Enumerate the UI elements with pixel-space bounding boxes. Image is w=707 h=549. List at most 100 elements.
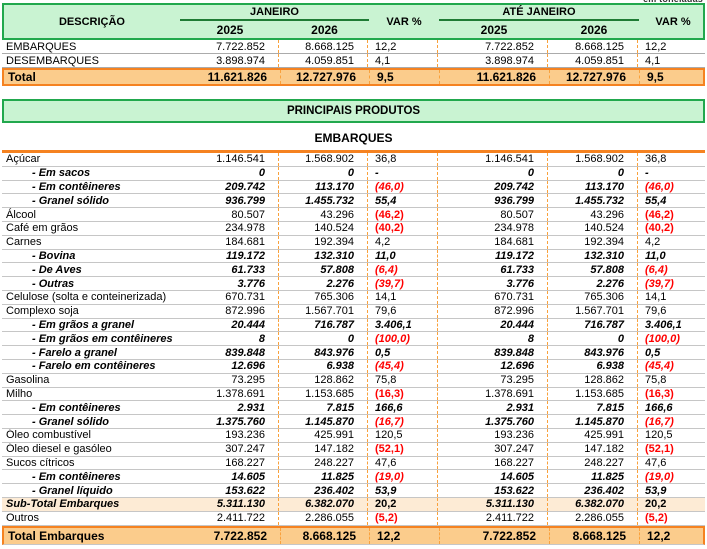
var-percent-cell: 4,2: [637, 235, 705, 249]
var-percent-cell: (5,2): [637, 511, 705, 525]
var-percent-cell: (46,2): [637, 208, 705, 221]
row-label: Total Embarques: [8, 528, 105, 543]
product-row: - Em contêineres 209.742 113.170 (46,0) 209.…: [2, 180, 705, 195]
tonnage-value-cell: 61.733: [231, 263, 265, 276]
tonnage-value-cell: 4.059.851: [278, 54, 367, 67]
tonnage-value-cell: 0: [278, 166, 367, 180]
tonnage-value-cell: 0: [547, 332, 637, 346]
tonnage-value-cell: 0: [547, 166, 637, 180]
var-percent-cell: 47,6: [637, 456, 705, 470]
var-percent-cell: 9,5: [639, 70, 707, 84]
tonnage-value-cell: 1.375.760: [216, 415, 265, 428]
tonnage-value-cell: 8.668.125: [280, 527, 369, 544]
tonnage-value-cell: 7.722.852: [437, 40, 547, 53]
tonnage-value-cell: 8.668.125: [549, 527, 639, 544]
product-row: - Granel sólido 1.375.760 1.145.870 (16,7) 1…: [2, 415, 705, 429]
header-janeiro: JANEIRO: [180, 5, 369, 21]
row-label: - Farelo em contêineres: [32, 360, 156, 373]
tonnage-value-cell: 43.296: [547, 208, 637, 221]
var-percent-cell: (46,2): [367, 208, 437, 221]
tonnage-value-cell: 7.815: [547, 401, 637, 415]
tonnage-value-cell: 236.402: [547, 484, 637, 497]
tonnage-value-cell: 147.182: [547, 442, 637, 456]
tonnage-value-cell: 248.227: [547, 456, 637, 470]
product-row: Óleo combustível 193.236 425.991 120,5 193.2…: [2, 428, 705, 443]
tonnage-value-cell: 839.848: [225, 346, 265, 359]
var-percent-cell: (16,7): [637, 415, 705, 428]
var-percent-cell: 75,8: [367, 373, 437, 387]
tonnage-value-cell: 1.153.685: [278, 387, 367, 401]
summary-row: DESEMBARQUES 3.898.974 4.059.851 4,1 3.898.9…: [2, 54, 705, 68]
var-percent-cell: (40,2): [367, 221, 437, 235]
var-percent-cell: 4,1: [637, 54, 705, 67]
tonnage-value-cell: 3.776: [237, 277, 265, 290]
tonnage-value-cell: 132.310: [278, 249, 367, 263]
product-row: Carnes 184.681 192.394 4,2 184.681 192.394 4,2: [2, 235, 705, 250]
product-row: Outros 2.411.722 2.286.055 (5,2) 2.411.722 2.…: [2, 511, 705, 526]
tonnage-value-cell: 2.411.722: [216, 512, 265, 525]
tonnage-value-cell: 6.382.070: [547, 497, 637, 511]
summary-row: Total 11.621.826 12.727.976 9,5 11.621.826 12…: [2, 68, 705, 86]
tonnage-value-cell: 1.567.701: [547, 304, 637, 318]
tonnage-value-cell: 1.145.870: [278, 415, 367, 428]
row-label: Milho: [6, 387, 33, 400]
tonnage-value-cell: 153.622: [225, 484, 265, 497]
var-percent-cell: 12,2: [637, 40, 705, 53]
var-percent-cell: 79,6: [637, 304, 705, 318]
var-percent-cell: (45,4): [637, 359, 705, 373]
header-var-ate: VAR %: [655, 15, 691, 28]
tonnage-value-cell: 0: [278, 332, 367, 346]
tonnage-value-cell: 153.622: [437, 484, 547, 497]
var-percent-cell: 166,6: [637, 401, 705, 415]
row-label: Óleo diesel e gasóleo: [6, 443, 112, 456]
tonnage-value-cell: 57.808: [278, 263, 367, 277]
product-row: Total Embarques 7.722.852 8.668.125 12,2 7.7…: [2, 525, 705, 545]
product-row: Complexo soja 872.996 1.567.701 79,6 872.996…: [2, 304, 705, 319]
var-percent-cell: (100,0): [637, 332, 705, 346]
tonnage-value-cell: 2.276: [547, 277, 637, 290]
product-row: - Em contêineres 14.605 11.825 (19,0) 14.605…: [2, 470, 705, 485]
tonnage-value-cell: 307.247: [437, 442, 547, 456]
header-jan-2026: 2026: [311, 22, 338, 37]
row-label: Outros: [6, 512, 40, 525]
tonnage-value-cell: 184.681: [225, 236, 265, 249]
var-percent-cell: 53,9: [637, 484, 705, 497]
var-percent-cell: (45,4): [367, 359, 437, 373]
var-percent-cell: (6,4): [367, 263, 437, 277]
var-percent-cell: (52,1): [637, 442, 705, 456]
var-percent-cell: 120,5: [367, 428, 437, 442]
tonnage-value-cell: 12.727.976: [280, 70, 369, 84]
var-percent-cell: 47,6: [367, 456, 437, 470]
product-row: - Bovina 119.172 132.310 11,0 119.172 132.310…: [2, 249, 705, 264]
row-label: - Granel sólido: [32, 415, 110, 428]
tonnage-value-cell: 132.310: [547, 249, 637, 263]
row-label: EMBARQUES: [6, 40, 77, 53]
var-percent-cell: 53,9: [367, 484, 437, 497]
var-percent-cell: -: [637, 166, 705, 180]
tonnage-value-cell: 1.568.902: [547, 153, 637, 166]
product-row: - Granel líquido 153.622 236.402 53,9 153.62…: [2, 484, 705, 498]
var-percent-cell: 3.406,1: [637, 318, 705, 332]
tonnage-value-cell: 936.799: [225, 194, 265, 207]
tonnage-value-cell: 3.898.974: [216, 54, 265, 67]
var-percent-cell: (19,0): [637, 470, 705, 484]
tonnage-value-cell: 872.996: [437, 304, 547, 318]
tonnage-value-cell: 192.394: [278, 235, 367, 249]
tonnage-value-cell: 936.799: [437, 194, 547, 208]
tonnage-value-cell: 1.146.541: [216, 153, 265, 166]
tonnage-value-cell: 11.825: [547, 470, 637, 484]
row-label: DESEMBARQUES: [6, 54, 99, 67]
var-percent-cell: (100,0): [367, 332, 437, 346]
product-row: - Em grãos a granel 20.444 716.787 3.406,1 2…: [2, 318, 705, 333]
row-label: - De Aves: [32, 263, 82, 276]
tonnage-value-cell: 113.170: [547, 180, 637, 194]
row-label: Complexo soja: [6, 305, 79, 318]
header-jan-2025: 2025: [216, 22, 244, 37]
var-percent-cell: -: [367, 166, 437, 180]
tonnage-value-cell: 2.931: [237, 401, 265, 414]
product-row: Milho 1.378.691 1.153.685 (16,3) 1.378.691 1.…: [2, 387, 705, 402]
tonnage-value-cell: 1.378.691: [437, 387, 547, 401]
tonnage-value-cell: 209.742: [225, 180, 265, 193]
product-row: - Em sacos 0 0-0 0-: [2, 166, 705, 181]
tonnage-value-cell: 209.742: [437, 180, 547, 194]
